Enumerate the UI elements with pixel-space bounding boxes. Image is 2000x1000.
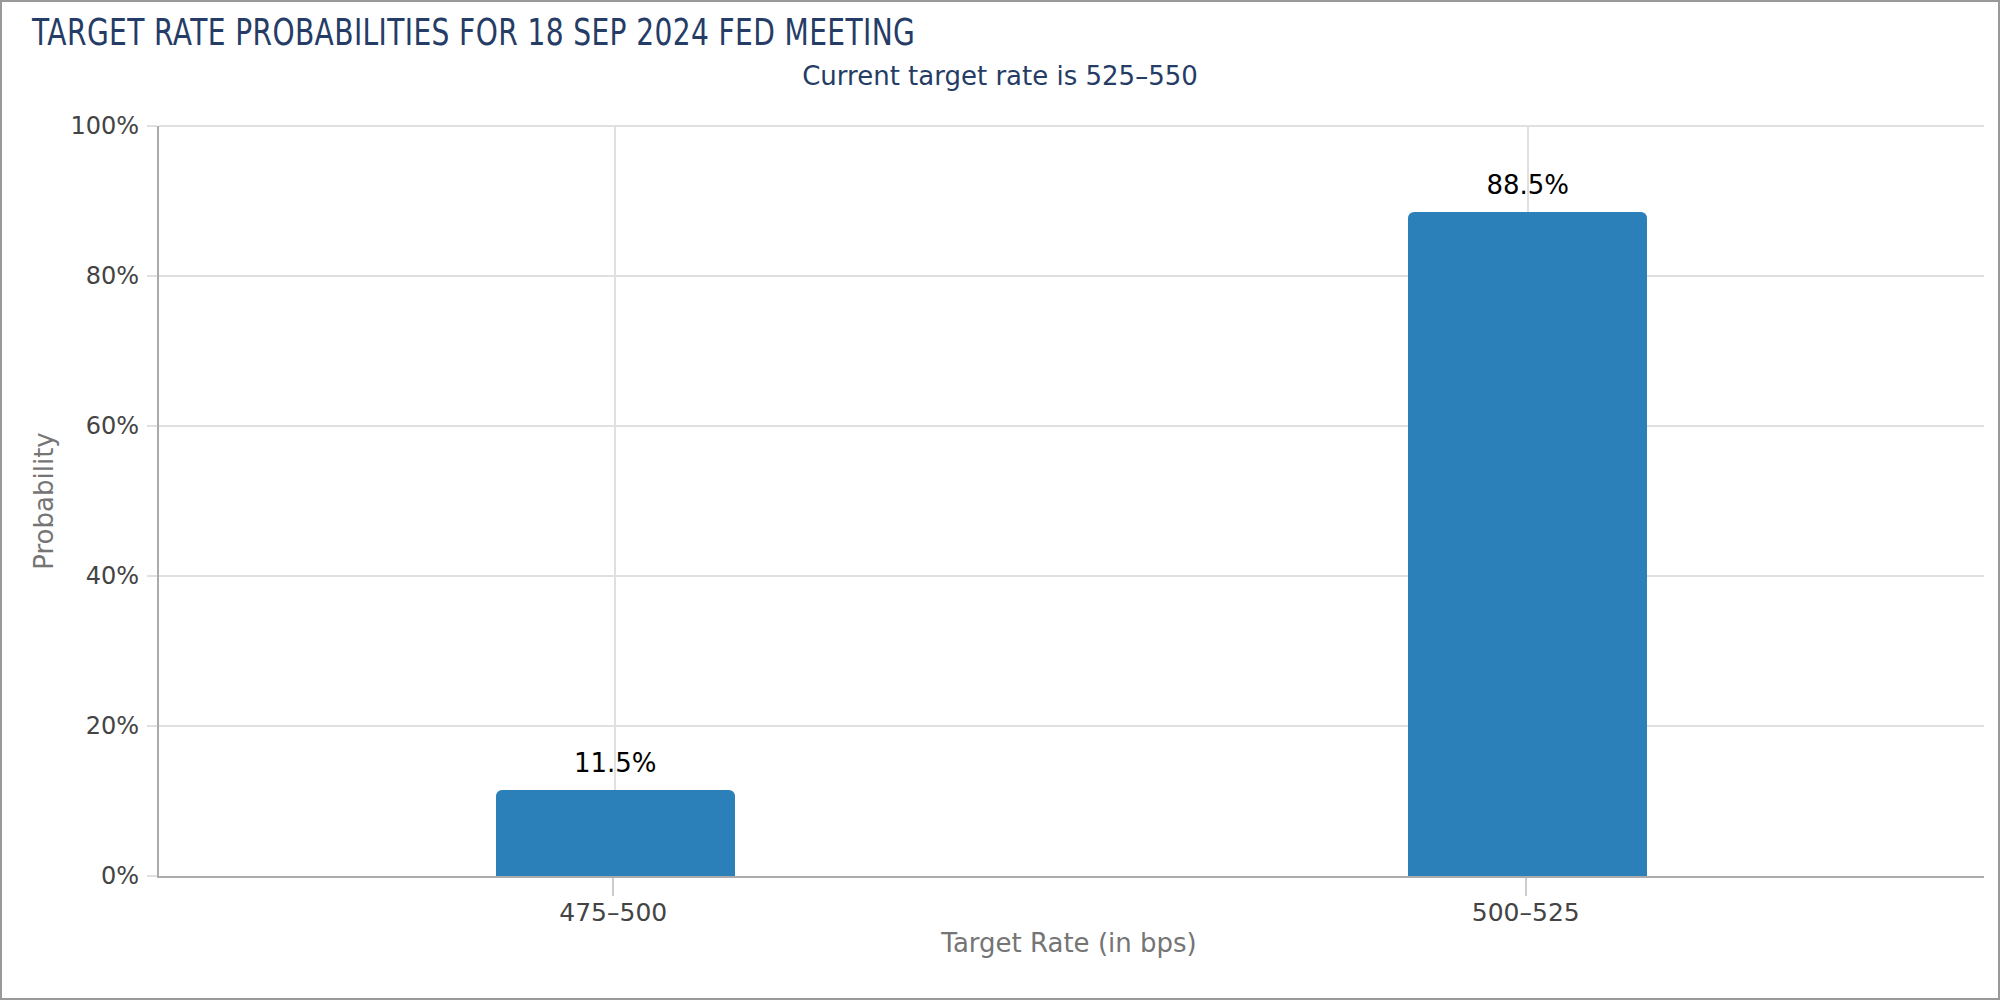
y-tick — [147, 575, 157, 577]
y-tick-label: 100% — [70, 112, 139, 140]
y-gridline-80 — [159, 275, 1984, 277]
y-tick — [147, 425, 157, 427]
y-tick — [147, 875, 157, 877]
x-tick-label: 500–525 — [1472, 898, 1580, 927]
x-axis-title: Target Rate (in bps) — [941, 928, 1196, 958]
chart-title: TARGET RATE PROBABILITIES FOR 18 SEP 202… — [32, 10, 915, 54]
bar-value-label: 88.5% — [1486, 170, 1569, 200]
y-tick — [147, 125, 157, 127]
x-tick — [612, 878, 614, 896]
bar — [496, 790, 735, 876]
y-gridline-60 — [159, 425, 1984, 427]
y-tick-label: 0% — [101, 862, 139, 890]
y-axis-title: Probability — [29, 432, 59, 569]
y-gridline-20 — [159, 725, 1984, 727]
y-tick — [147, 725, 157, 727]
y-tick — [147, 275, 157, 277]
bar-value-label: 11.5% — [574, 748, 657, 778]
plot-area: 11.5% 88.5% — [157, 126, 1984, 878]
chart-subtitle: Current target rate is 525–550 — [2, 61, 1998, 91]
x-tick-label: 475–500 — [559, 898, 667, 927]
bar — [1408, 212, 1647, 876]
y-gridline-40 — [159, 575, 1984, 577]
y-tick-label: 60% — [86, 412, 139, 440]
chart-frame: TARGET RATE PROBABILITIES FOR 18 SEP 202… — [0, 0, 2000, 1000]
x-tick — [1525, 878, 1527, 896]
y-tick-label: 40% — [86, 562, 139, 590]
y-tick-label: 80% — [86, 262, 139, 290]
y-tick-label: 20% — [86, 712, 139, 740]
y-gridline-100 — [159, 125, 1984, 127]
